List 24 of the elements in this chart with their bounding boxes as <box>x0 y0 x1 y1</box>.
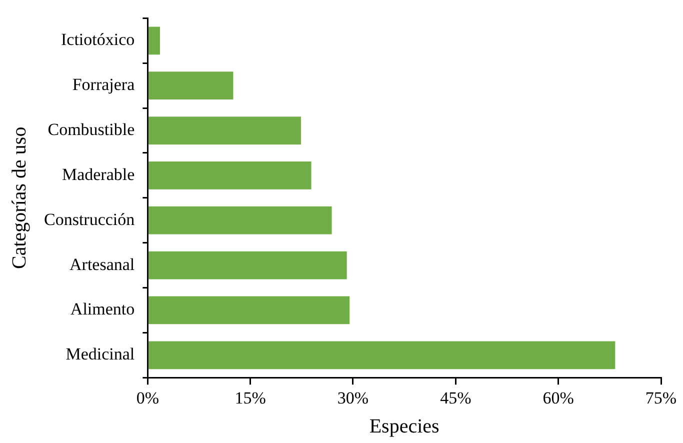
y-axis-title: Categorías de uso <box>8 126 30 269</box>
x-tick-label: 30% <box>337 388 369 408</box>
x-tick-label: 15% <box>234 388 266 408</box>
bar <box>148 206 332 234</box>
bar <box>148 296 350 324</box>
y-tick-label: Construcción <box>44 210 136 229</box>
y-tick-label: Medicinal <box>66 344 135 364</box>
x-tick-label: 0% <box>136 388 159 408</box>
y-tick-label: Forrajera <box>72 75 136 94</box>
bar <box>148 341 616 370</box>
bar <box>148 116 301 144</box>
y-tick-label: Ictiotóxico <box>60 30 135 50</box>
bar <box>148 162 312 190</box>
bar <box>148 26 160 55</box>
y-tick-label: Maderable <box>62 164 135 184</box>
x-tick-label: 60% <box>542 388 574 408</box>
x-axis-title: Especies <box>369 415 440 438</box>
bar <box>148 72 234 100</box>
x-tick-label: 45% <box>440 388 472 408</box>
y-tick-label: Combustible <box>48 120 135 139</box>
y-tick-label: Alimento <box>70 300 135 319</box>
x-tick-label: 75% <box>645 388 677 408</box>
y-tick-label: Artesanal <box>70 254 135 274</box>
bar <box>148 251 347 280</box>
